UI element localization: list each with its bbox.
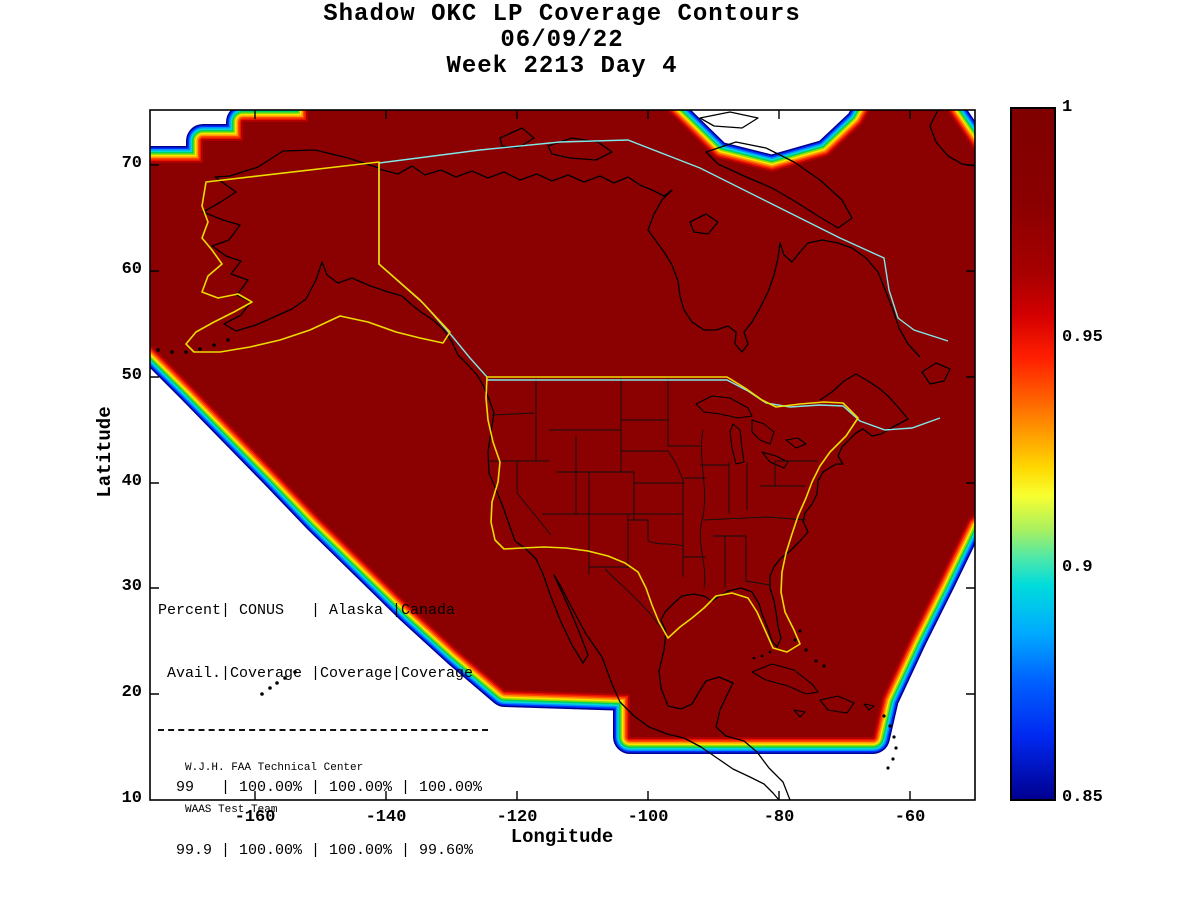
title-block: Shadow OKC LP Coverage Contours 06/09/22…	[162, 2, 962, 80]
x-tick--100: -100	[627, 808, 669, 827]
chart-week-day: Week 2213 Day 4	[446, 53, 678, 80]
colorbar	[1010, 107, 1056, 801]
x-tick--80: -80	[763, 808, 795, 827]
island-dots	[156, 338, 898, 770]
coastline-arctic-hudson-labrador	[378, 165, 921, 358]
y-tick-10: 10	[121, 789, 142, 808]
availability-table-divider	[158, 729, 488, 731]
credit-line-2: WAAS Test Team	[185, 804, 278, 816]
chart-date: 06/09/22	[500, 27, 624, 54]
coastline-gulf-eastcoast	[658, 373, 909, 800]
y-tick-60: 60	[121, 260, 142, 279]
us-state-borders	[488, 377, 818, 633]
colorbar-tick-0.9: 0.9	[1062, 558, 1093, 577]
colorbar-tick-0.85: 0.85	[1062, 788, 1103, 807]
colorbar-tick-1: 1	[1062, 98, 1073, 117]
coastline-caribbean-islands	[751, 663, 875, 718]
x-tick--120: -120	[496, 808, 538, 827]
coastlines	[156, 110, 975, 800]
availability-table-header-2: Avail.|Coverage |Coverage|Coverage	[158, 665, 474, 682]
coastline-great-lakes	[695, 395, 807, 469]
availability-table: Percent| CONUS | Alaska |Canada Avail.|C…	[158, 558, 488, 900]
y-tick-20: 20	[121, 683, 142, 702]
y-tick-40: 40	[121, 472, 142, 491]
service-volume-boundaries	[185, 161, 859, 653]
x-tick--160: -160	[234, 808, 276, 827]
plot-frame	[149, 109, 976, 801]
availability-table-header-1: Percent| CONUS | Alaska |Canada	[158, 602, 456, 619]
y-tick-30: 30	[121, 577, 142, 596]
tick-marks	[150, 110, 975, 800]
chart-title: Shadow OKC LP Coverage Contours	[323, 1, 801, 28]
x-tick--60: -60	[894, 808, 926, 827]
x-tick--140: -140	[365, 808, 407, 827]
x-axis-label: Longitude	[510, 826, 614, 848]
y-tick-70: 70	[121, 154, 142, 173]
y-axis-label: Latitude	[94, 406, 116, 498]
coastline-alaska-westcoast-mexico	[202, 149, 780, 800]
colorbar-tick-0.95: 0.95	[1062, 328, 1103, 347]
credit-block: W.J.H. FAA Technical Center WAAS Test Te…	[185, 733, 363, 845]
credit-line-1: W.J.H. FAA Technical Center	[185, 762, 364, 774]
coastline-arctic-islands	[499, 110, 975, 385]
y-tick-50: 50	[121, 366, 142, 385]
availability-table-row: 99.9 | 100.00% | 100.00% | 99.60%	[158, 842, 474, 859]
availability-table-row: 99 | 100.00% | 100.00% | 100.00%	[158, 779, 483, 796]
